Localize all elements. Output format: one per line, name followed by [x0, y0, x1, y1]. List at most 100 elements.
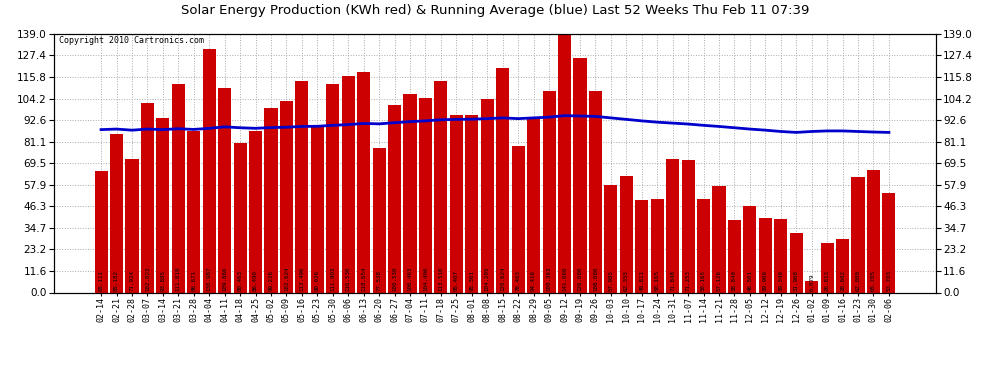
Text: 65.705: 65.705 — [871, 270, 876, 291]
Bar — [743, 206, 756, 292]
Text: 113.496: 113.496 — [299, 266, 304, 291]
Text: 113.510: 113.510 — [439, 266, 444, 291]
Text: 120.624: 120.624 — [500, 266, 505, 291]
Bar — [465, 115, 478, 292]
Bar — [481, 99, 494, 292]
Bar — [419, 98, 432, 292]
Text: Solar Energy Production (KWh red) & Running Average (blue) Last 52 Weeks Thu Feb: Solar Energy Production (KWh red) & Runn… — [181, 4, 809, 17]
Bar — [589, 91, 602, 292]
Text: 53.703: 53.703 — [886, 270, 891, 291]
Text: 62.080: 62.080 — [855, 270, 860, 291]
Bar — [728, 220, 742, 292]
Text: 104.205: 104.205 — [485, 266, 490, 291]
Bar — [558, 29, 571, 292]
Bar — [203, 49, 216, 292]
Bar — [264, 108, 277, 292]
Bar — [404, 94, 417, 292]
Text: 77.538: 77.538 — [376, 270, 381, 291]
Bar — [527, 117, 541, 292]
Text: 90.026: 90.026 — [315, 270, 320, 291]
Bar — [110, 134, 123, 292]
Bar — [327, 84, 340, 292]
Text: 26.813: 26.813 — [825, 270, 830, 291]
Bar — [543, 91, 555, 292]
Text: 95.361: 95.361 — [469, 270, 474, 291]
Bar — [141, 103, 154, 292]
Text: 130.987: 130.987 — [207, 266, 212, 291]
Bar — [126, 159, 139, 292]
Bar — [311, 125, 324, 292]
Bar — [234, 143, 247, 292]
Text: 80.463: 80.463 — [238, 270, 243, 291]
Bar — [713, 186, 726, 292]
Bar — [449, 115, 463, 292]
Bar — [280, 102, 293, 292]
Text: 71.253: 71.253 — [686, 270, 691, 291]
Bar — [295, 81, 309, 292]
Text: 93.885: 93.885 — [160, 270, 165, 291]
Text: 28.602: 28.602 — [841, 270, 845, 291]
Text: 102.624: 102.624 — [284, 266, 289, 291]
Text: 78.463: 78.463 — [516, 270, 521, 291]
Text: 71.924: 71.924 — [130, 270, 135, 291]
Bar — [836, 239, 849, 292]
Bar — [790, 233, 803, 292]
Bar — [604, 184, 618, 292]
Bar — [248, 132, 262, 292]
Text: 57.985: 57.985 — [609, 270, 614, 291]
Bar — [357, 72, 370, 292]
Text: 31.968: 31.968 — [794, 270, 799, 291]
Bar — [573, 58, 586, 292]
Bar — [496, 68, 509, 292]
Bar — [821, 243, 834, 292]
Text: 106.463: 106.463 — [408, 266, 413, 291]
Text: 39.966: 39.966 — [763, 270, 768, 291]
Text: 86.671: 86.671 — [191, 270, 196, 291]
Bar — [774, 219, 787, 292]
Bar — [697, 199, 710, 292]
Bar — [512, 147, 525, 292]
Text: 104.406: 104.406 — [423, 266, 428, 291]
Text: Copyright 2010 Cartronics.com: Copyright 2010 Cartronics.com — [58, 36, 204, 45]
Text: 100.530: 100.530 — [392, 266, 397, 291]
Text: 111.903: 111.903 — [331, 266, 336, 291]
Bar — [882, 192, 896, 292]
Text: 62.355: 62.355 — [624, 270, 629, 291]
Bar — [187, 131, 200, 292]
Text: 102.023: 102.023 — [145, 266, 149, 291]
Text: 6.079: 6.079 — [809, 273, 814, 291]
Bar — [94, 171, 108, 292]
Text: 108.363: 108.363 — [546, 266, 551, 291]
Text: 118.654: 118.654 — [361, 266, 366, 291]
Text: 141.660: 141.660 — [562, 266, 567, 291]
Text: 95.407: 95.407 — [453, 270, 459, 291]
Bar — [435, 81, 447, 292]
Bar — [805, 281, 819, 292]
Text: 65.111: 65.111 — [99, 270, 104, 291]
Bar — [388, 105, 401, 292]
Bar — [218, 88, 232, 292]
Bar — [372, 148, 386, 292]
Text: 39.340: 39.340 — [778, 270, 783, 291]
Text: 49.811: 49.811 — [640, 270, 644, 291]
Text: 111.818: 111.818 — [176, 266, 181, 291]
Bar — [867, 170, 880, 292]
Text: 108.080: 108.080 — [593, 266, 598, 291]
Bar — [666, 159, 679, 292]
Bar — [650, 199, 663, 292]
Text: 50.165: 50.165 — [701, 270, 706, 291]
Bar — [681, 160, 695, 292]
Bar — [636, 200, 648, 292]
Text: 94.416: 94.416 — [531, 270, 537, 291]
Text: 71.848: 71.848 — [670, 270, 675, 291]
Text: 85.182: 85.182 — [114, 270, 119, 291]
Bar — [342, 76, 354, 292]
Text: 86.490: 86.490 — [253, 270, 258, 291]
Text: 126.080: 126.080 — [577, 266, 582, 291]
Bar — [758, 218, 772, 292]
Text: 109.866: 109.866 — [222, 266, 227, 291]
Bar — [156, 118, 169, 292]
Text: 46.501: 46.501 — [747, 270, 752, 291]
Text: 116.530: 116.530 — [346, 266, 350, 291]
Bar — [620, 176, 633, 292]
